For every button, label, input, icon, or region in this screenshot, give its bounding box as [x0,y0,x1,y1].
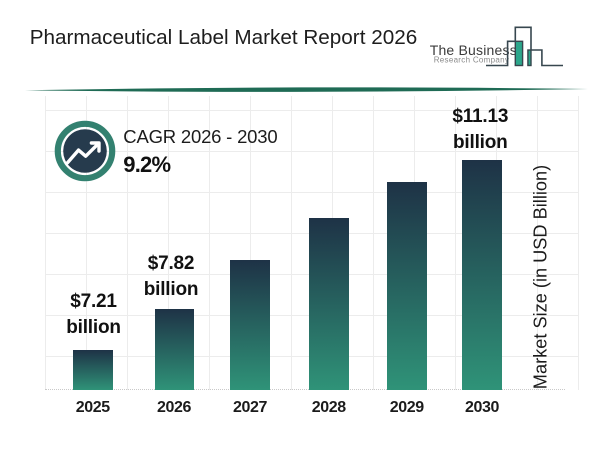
svg-text:The Business: The Business [430,42,517,58]
svg-text:Research Company: Research Company [434,55,510,64]
